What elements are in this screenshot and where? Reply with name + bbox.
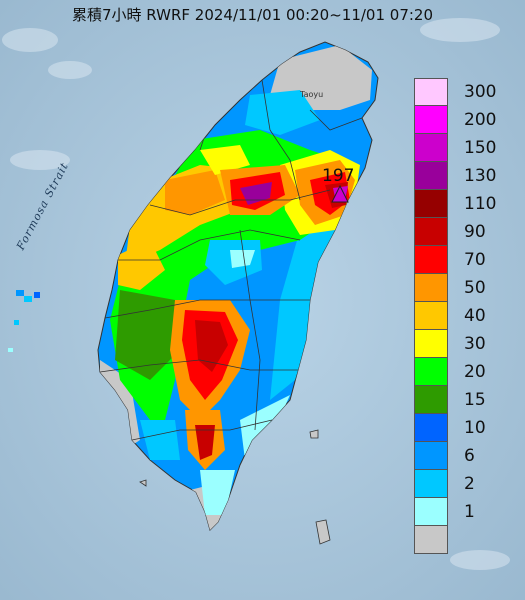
legend-swatch — [414, 302, 448, 330]
legend-swatch — [414, 386, 448, 414]
legend-label: 40 — [464, 306, 486, 326]
legend-label: 300 — [464, 82, 497, 102]
legend-label: 2 — [464, 474, 475, 494]
legend-color-bar — [414, 78, 448, 554]
legend-label: 200 — [464, 110, 497, 130]
max-value-label: 197 — [322, 166, 355, 186]
legend-label: 110 — [464, 194, 497, 214]
legend-swatch — [414, 498, 448, 526]
legend-swatch — [414, 470, 448, 498]
legend-label: 30 — [464, 334, 486, 354]
legend-labels: 300 200 150 130 110 90 70 50 40 30 20 15 10 6 2 1 — [464, 0, 524, 600]
legend-swatch — [414, 218, 448, 246]
legend-swatch — [414, 246, 448, 274]
legend-label: 150 — [464, 138, 497, 158]
city-label: Taoyu — [300, 90, 324, 99]
legend-label: 90 — [464, 222, 486, 242]
legend-label: 70 — [464, 250, 486, 270]
satellite-clouds — [2, 18, 510, 570]
legend-swatch — [414, 134, 448, 162]
offshore-echoes — [8, 290, 40, 352]
legend-swatch — [414, 414, 448, 442]
legend-label: 10 — [464, 418, 486, 438]
small-islands — [139, 429, 331, 545]
map-title: 累積7小時 RWRF 2024/11/01 00:20~11/01 07:20 — [72, 6, 434, 24]
legend-swatch — [414, 274, 448, 302]
max-marker — [331, 184, 349, 203]
legend-swatch — [414, 526, 448, 554]
legend-swatch — [414, 442, 448, 470]
legend-label: 15 — [464, 390, 486, 410]
legend-swatch — [414, 358, 448, 386]
legend-label: 6 — [464, 446, 475, 466]
legend-label: 50 — [464, 278, 486, 298]
legend-swatch — [414, 330, 448, 358]
legend-label: 1 — [464, 502, 475, 522]
legend-swatch — [414, 190, 448, 218]
legend-label: 130 — [464, 166, 497, 186]
county-boundaries — [99, 79, 363, 441]
legend-label: 20 — [464, 362, 486, 382]
legend-swatch — [414, 162, 448, 190]
legend-swatch — [414, 106, 448, 134]
legend-swatch — [414, 78, 448, 106]
